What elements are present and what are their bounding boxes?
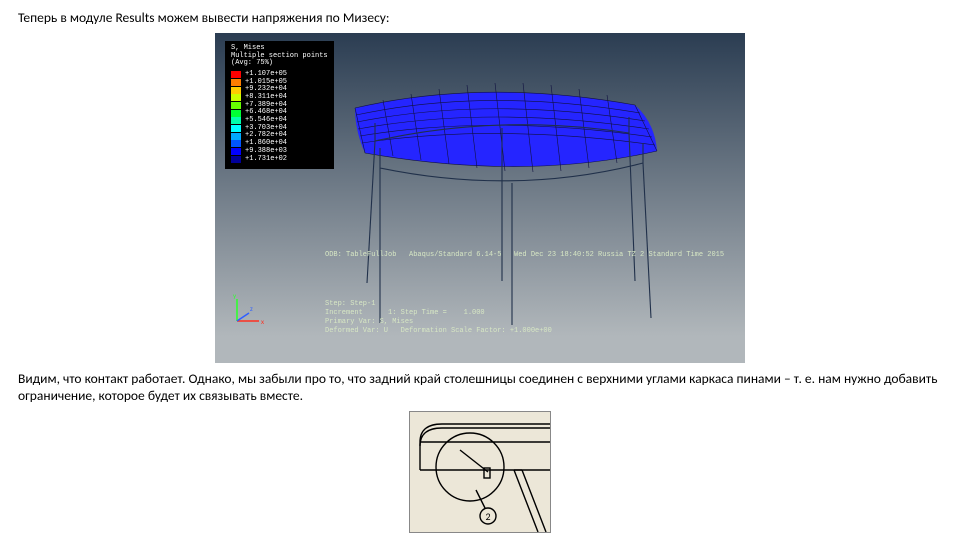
legend-swatch: [231, 148, 241, 155]
legend-swatch: [231, 156, 241, 163]
svg-text:x: x: [261, 317, 264, 326]
fea-screenshot: S, Mises Multiple section points (Avg: 7…: [215, 33, 745, 363]
legend-row: +1.731e+02: [231, 156, 328, 164]
svg-text:z: z: [250, 304, 253, 313]
legend-swatch: [231, 71, 241, 78]
pin-illustration: 2: [409, 411, 551, 533]
legend-swatch: [231, 133, 241, 140]
pin-illustration-svg: 2: [410, 412, 550, 532]
contour-legend: S, Mises Multiple section points (Avg: 7…: [225, 41, 334, 169]
paragraph-intro: Теперь в модуле Results можем вывести на…: [18, 10, 942, 27]
legend-swatch: [231, 87, 241, 94]
status-line-step: Step: Step-1 Increment 1: Step Time = 1.…: [325, 300, 735, 335]
legend-swatch: [231, 140, 241, 147]
illustration-label: 2: [485, 510, 490, 523]
legend-swatch: [231, 125, 241, 132]
legend-swatch: [231, 94, 241, 101]
legend-title: S, Mises Multiple section points (Avg: 7…: [231, 45, 328, 68]
mesh-surface: [355, 92, 657, 166]
status-text: ODB: TableFullJob Abaqus/Standard 6.14-5…: [325, 233, 735, 353]
legend-swatch: [231, 102, 241, 109]
status-line-odb: ODB: TableFullJob Abaqus/Standard 6.14-5…: [325, 251, 735, 260]
coordinate-triad: x y z: [229, 289, 269, 329]
legend-swatch: [231, 117, 241, 124]
legend-value: +1.731e+02: [245, 156, 287, 164]
svg-text:y: y: [233, 291, 237, 300]
paragraph-observation: Видим, что контакт работает. Однако, мы …: [18, 371, 942, 405]
legend-swatch: [231, 110, 241, 117]
legend-swatch: [231, 79, 241, 86]
